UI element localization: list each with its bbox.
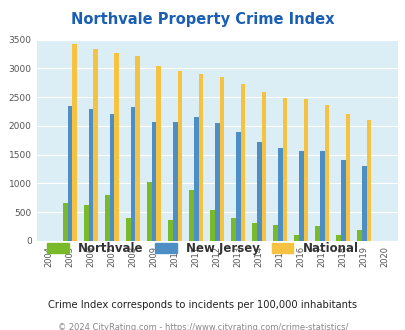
Bar — [135, 56, 140, 241]
Bar — [356, 230, 361, 241]
Bar — [219, 77, 224, 241]
Bar — [147, 182, 151, 241]
Bar — [231, 218, 235, 241]
Bar — [277, 148, 282, 241]
Bar — [214, 123, 219, 241]
Bar — [126, 218, 130, 241]
Bar — [235, 132, 240, 241]
Bar — [319, 151, 324, 241]
Bar — [72, 44, 77, 241]
Bar — [177, 71, 182, 241]
Bar — [256, 142, 261, 241]
Bar — [294, 235, 298, 241]
Bar — [335, 235, 340, 241]
Bar — [168, 220, 173, 241]
Bar — [282, 98, 286, 241]
Bar — [105, 195, 110, 241]
Bar — [324, 105, 328, 241]
Bar — [156, 66, 161, 241]
Bar — [340, 160, 345, 241]
Bar — [303, 99, 307, 241]
Bar — [361, 166, 366, 241]
Bar — [89, 109, 93, 241]
Bar — [114, 53, 119, 241]
Bar — [194, 117, 198, 241]
Bar — [198, 74, 202, 241]
Bar — [345, 114, 350, 241]
Bar — [93, 49, 98, 241]
Text: Crime Index corresponds to incidents per 100,000 inhabitants: Crime Index corresponds to incidents per… — [48, 300, 357, 310]
Bar — [298, 151, 303, 241]
Bar — [252, 223, 256, 241]
Bar — [189, 190, 194, 241]
Bar — [84, 205, 89, 241]
Bar — [273, 224, 277, 241]
Text: Northvale Property Crime Index: Northvale Property Crime Index — [71, 12, 334, 26]
Bar — [68, 106, 72, 241]
Bar — [63, 203, 68, 241]
Bar — [173, 122, 177, 241]
Bar — [151, 122, 156, 241]
Bar — [366, 120, 370, 241]
Legend: Northvale, New Jersey, National: Northvale, New Jersey, National — [43, 237, 362, 260]
Bar — [210, 210, 214, 241]
Bar — [130, 108, 135, 241]
Bar — [110, 115, 114, 241]
Bar — [261, 92, 266, 241]
Bar — [315, 226, 319, 241]
Bar — [240, 84, 245, 241]
Text: © 2024 CityRating.com - https://www.cityrating.com/crime-statistics/: © 2024 CityRating.com - https://www.city… — [58, 323, 347, 330]
